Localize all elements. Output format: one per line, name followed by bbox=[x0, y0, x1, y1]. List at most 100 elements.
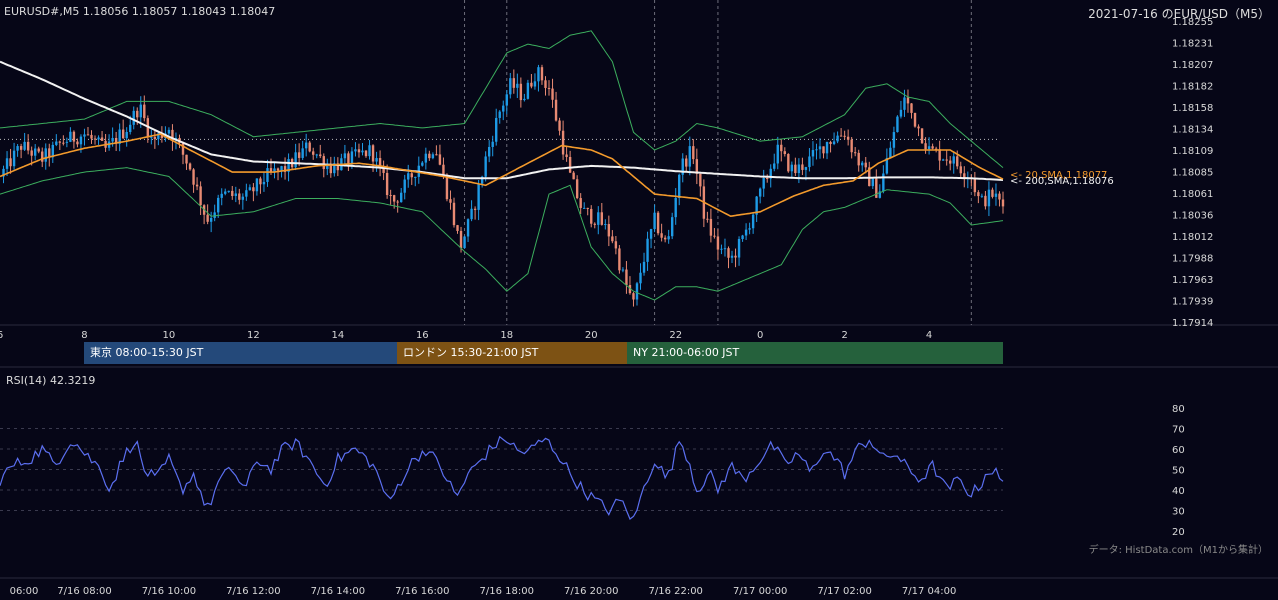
candle-body bbox=[319, 154, 322, 157]
candle-body bbox=[368, 145, 371, 157]
session-tokyo-bar: 東京 08:00-15:30 JST bbox=[84, 342, 397, 364]
candle-body bbox=[69, 131, 72, 142]
candle-body bbox=[495, 117, 498, 142]
candle-body bbox=[333, 163, 336, 174]
candle-body bbox=[934, 148, 938, 150]
candle-body bbox=[526, 82, 530, 99]
price-axis-tick: 1.18036 bbox=[1172, 211, 1213, 222]
candle-body bbox=[9, 158, 12, 167]
candle-body bbox=[741, 235, 744, 239]
candle-body bbox=[153, 136, 157, 140]
candle-body bbox=[653, 212, 656, 230]
candle-body bbox=[551, 88, 554, 100]
candle-body bbox=[209, 217, 213, 222]
candle-body bbox=[963, 173, 966, 178]
rsi-title: RSI(14) 42.3219 bbox=[6, 374, 96, 387]
candle-body bbox=[336, 163, 340, 171]
candle-body bbox=[572, 172, 575, 180]
candle-body bbox=[801, 164, 804, 170]
candle-body bbox=[544, 80, 547, 88]
candle-body bbox=[882, 173, 885, 192]
price-time-tick: 2 bbox=[841, 330, 847, 341]
candle-body bbox=[593, 223, 596, 225]
candle-body bbox=[364, 150, 368, 157]
candle-body bbox=[920, 128, 924, 144]
candle-body bbox=[371, 145, 375, 162]
candle-body bbox=[730, 255, 734, 258]
candle-body bbox=[688, 146, 691, 167]
candle-body bbox=[301, 148, 304, 158]
candle-body bbox=[797, 164, 801, 174]
candle-body bbox=[473, 208, 477, 210]
candle-body bbox=[378, 158, 382, 168]
time-axis-tick: 7/17 02:00 bbox=[817, 586, 871, 597]
candle-body bbox=[776, 144, 779, 164]
candle-body bbox=[706, 218, 709, 220]
candle-body bbox=[195, 184, 199, 187]
candle-body bbox=[280, 166, 283, 171]
candle-body bbox=[642, 261, 646, 273]
candle-body bbox=[79, 136, 83, 145]
candle-body bbox=[213, 212, 216, 218]
price-axis-tick: 1.18255 bbox=[1172, 17, 1213, 28]
candle-body bbox=[111, 137, 114, 142]
candle-body bbox=[2, 168, 5, 177]
candle-body bbox=[927, 146, 931, 150]
candle-body bbox=[350, 151, 354, 164]
candle-body bbox=[607, 224, 611, 237]
candle-body bbox=[315, 154, 318, 156]
candle-body bbox=[470, 208, 473, 220]
price-axis-tick: 1.18061 bbox=[1172, 189, 1213, 200]
candle-body bbox=[956, 156, 959, 167]
candle-body bbox=[26, 141, 30, 151]
candle-body bbox=[762, 177, 765, 189]
candle-body bbox=[484, 156, 487, 177]
candle-body bbox=[822, 146, 825, 154]
candle-body bbox=[917, 126, 920, 129]
candle-body bbox=[16, 146, 19, 151]
price-axis-tick: 1.17988 bbox=[1172, 254, 1213, 265]
candle-body bbox=[400, 192, 403, 203]
price-time-tick: 6 bbox=[0, 330, 3, 341]
candle-body bbox=[618, 248, 621, 271]
candle-body bbox=[231, 190, 234, 196]
candle-body bbox=[192, 169, 195, 185]
candle-body bbox=[614, 241, 618, 249]
candle-body bbox=[783, 151, 787, 155]
time-axis-tick: 7/16 18:00 bbox=[480, 586, 534, 597]
session-london-bar: ロンドン 15:30-21:00 JST bbox=[397, 342, 627, 364]
candle-body bbox=[255, 178, 259, 192]
time-axis-tick: 7/16 20:00 bbox=[564, 586, 618, 597]
candle-body bbox=[850, 139, 853, 153]
symbol-quote: EURUSD#,M5 1.18056 1.18057 1.18043 1.180… bbox=[4, 5, 276, 18]
candle-body bbox=[709, 218, 713, 236]
price-axis-tick: 1.18012 bbox=[1172, 232, 1213, 243]
candle-body bbox=[699, 173, 702, 187]
candle-body bbox=[836, 135, 839, 142]
candle-body bbox=[431, 154, 435, 159]
candle-body bbox=[491, 141, 494, 147]
candle-body bbox=[878, 191, 882, 198]
candle-body bbox=[392, 195, 396, 202]
candle-body bbox=[766, 177, 769, 179]
candle-body bbox=[512, 78, 516, 88]
candle-body bbox=[832, 141, 836, 144]
session-ny-bar: NY 21:00-06:00 JST bbox=[627, 342, 1003, 364]
candle-body bbox=[139, 104, 142, 118]
candle-body bbox=[259, 178, 262, 185]
candle-body bbox=[248, 187, 252, 191]
candle-body bbox=[649, 229, 653, 239]
candle-body bbox=[656, 212, 660, 234]
candle-body bbox=[252, 187, 255, 192]
candle-body bbox=[977, 192, 980, 197]
candle-body bbox=[199, 186, 202, 206]
candle-body bbox=[790, 164, 794, 172]
candle-body bbox=[713, 235, 716, 237]
candle-body bbox=[868, 167, 871, 187]
candle-body bbox=[129, 124, 132, 133]
candle-body bbox=[136, 110, 139, 118]
candle-body bbox=[952, 156, 955, 164]
rsi-axis-tick: 50 bbox=[1172, 466, 1185, 477]
candle-body bbox=[980, 195, 984, 197]
candle-body bbox=[157, 133, 160, 140]
